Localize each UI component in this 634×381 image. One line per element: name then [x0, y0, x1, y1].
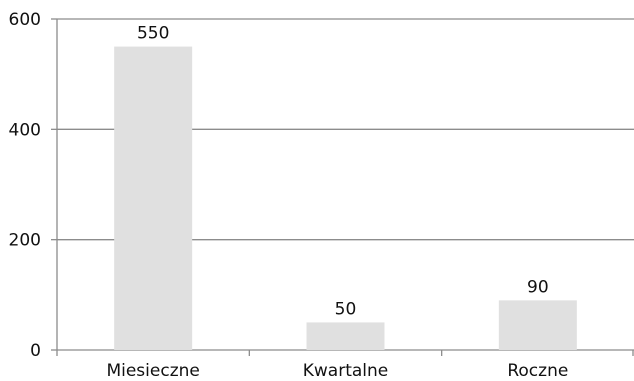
data-label: 550 [137, 24, 169, 44]
bar [114, 46, 193, 350]
data-label: 50 [335, 299, 357, 319]
y-tick-label: 200 [9, 231, 41, 251]
data-label: 90 [527, 277, 549, 297]
labels: 0 200 400 600 550 Miesieczne 50 Kwartalne 90 Rocz… [9, 10, 569, 381]
x-tick-label: Roczne [507, 361, 568, 381]
y-tick-label: 400 [9, 120, 41, 140]
x-tick-label: Kwartalne [303, 361, 389, 381]
y-tick-label: 0 [30, 341, 41, 361]
x-tick-label: Miesieczne [106, 361, 199, 381]
bar [498, 300, 577, 350]
y-tick-label: 600 [9, 10, 41, 30]
bars [114, 46, 577, 350]
bar [306, 322, 385, 350]
